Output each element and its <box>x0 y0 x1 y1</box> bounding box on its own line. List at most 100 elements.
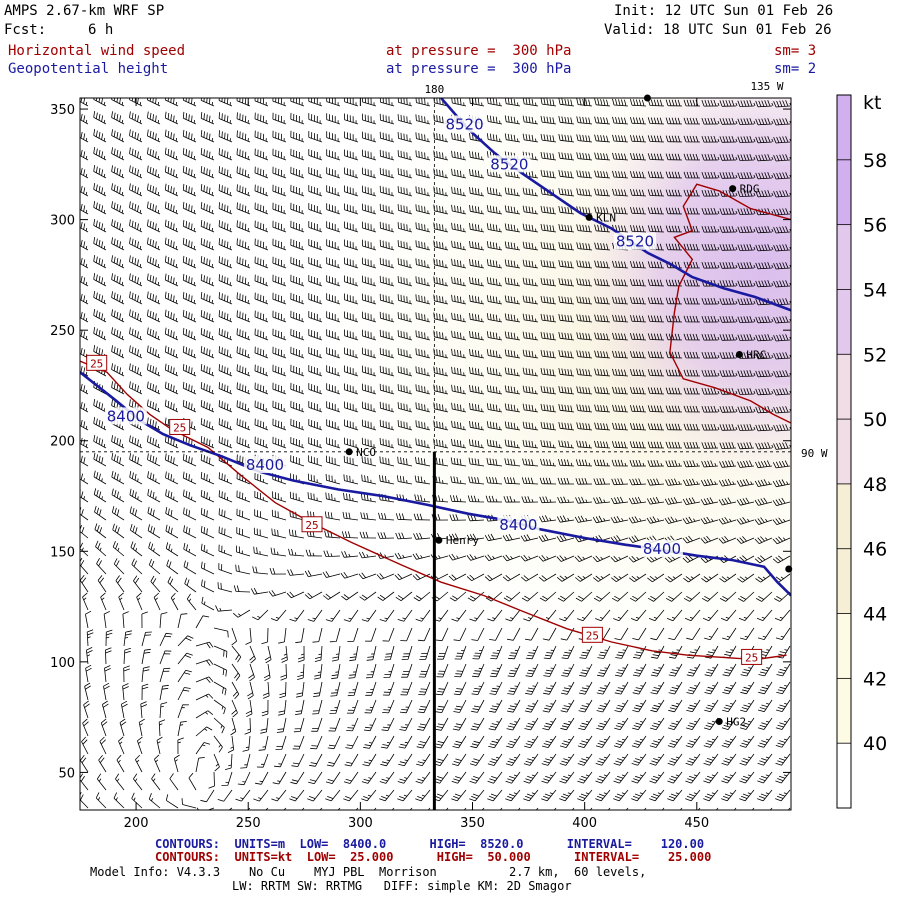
wind-barb <box>236 454 251 467</box>
wind-barb <box>331 645 341 662</box>
wind-barb <box>612 422 629 431</box>
wind-barb <box>522 403 539 413</box>
wind-barb <box>632 681 647 695</box>
wind-barb <box>772 479 791 488</box>
wind-barb <box>278 627 287 644</box>
wind-barb <box>701 315 720 323</box>
y-tick-label: 100 <box>50 656 75 671</box>
wind-barb <box>630 404 647 413</box>
wind-barb <box>665 189 683 197</box>
wind-barb <box>326 275 341 287</box>
wind-barb <box>138 718 145 737</box>
wind-barb <box>377 591 395 601</box>
wind-barb <box>290 436 305 449</box>
wind-barb <box>594 278 611 287</box>
wind-barb <box>610 515 629 524</box>
wind-barb <box>362 239 377 251</box>
wind-barb <box>773 118 791 126</box>
wind-barb <box>236 346 251 359</box>
wind-barb <box>131 792 143 809</box>
wind-barb <box>757 627 773 640</box>
wind-barb <box>345 735 359 749</box>
wind-barb <box>579 663 593 677</box>
wind-barb <box>236 238 251 251</box>
wind-barb <box>245 699 253 718</box>
wind-barb <box>182 129 197 143</box>
wind-barb <box>269 567 287 575</box>
wind-barb <box>272 364 287 377</box>
height-contour-label-bg <box>613 232 656 250</box>
wind-barb <box>236 508 251 521</box>
wind-barb <box>105 629 113 647</box>
wind-barb <box>613 609 629 622</box>
wind-barb <box>111 363 125 377</box>
wind-barb <box>737 424 756 431</box>
wind-barb <box>297 645 305 663</box>
wind-barb <box>177 635 194 647</box>
wind-barb <box>540 403 557 413</box>
wind-barb <box>413 513 431 521</box>
wind-barb <box>417 717 431 731</box>
wind-barb <box>449 514 467 521</box>
wind-barb <box>686 627 701 641</box>
wind-barb <box>755 316 774 324</box>
wind-barb <box>129 255 143 269</box>
wind-barb <box>613 753 629 766</box>
wind-barb <box>200 292 215 305</box>
wind-barb <box>594 314 611 323</box>
wind-barb <box>93 219 107 233</box>
wind-barb <box>182 165 197 179</box>
wind-barb <box>213 753 220 772</box>
wind-barb <box>379 239 395 251</box>
wind-barb <box>131 558 143 575</box>
wind-barb <box>665 225 683 233</box>
wind-barb <box>575 591 593 602</box>
wind-barb <box>415 168 431 179</box>
wind-barb <box>200 274 215 287</box>
wind-barb <box>522 241 539 251</box>
wind-barb <box>574 515 593 523</box>
wind-barb <box>558 404 575 413</box>
wind-barb <box>647 423 665 431</box>
wind-barb <box>755 280 774 288</box>
wind-barb <box>416 735 431 749</box>
wind-barb <box>129 309 143 323</box>
wind-barb <box>615 645 629 659</box>
wind-barb <box>504 458 521 467</box>
wind-barb <box>362 275 377 287</box>
wind-barb <box>326 221 341 233</box>
wind-barb <box>221 771 233 786</box>
wind-barb <box>773 244 791 252</box>
wind-barb <box>340 571 359 579</box>
wind-barb <box>366 645 377 661</box>
wind-barb <box>122 683 129 701</box>
wind-barb <box>667 753 683 766</box>
wind-barb <box>737 172 756 179</box>
wind-barb <box>576 116 593 125</box>
wind-barb <box>415 258 431 269</box>
wind-barb <box>773 352 791 360</box>
wind-barb <box>451 240 467 251</box>
wind-barb <box>111 201 125 215</box>
wind-barb <box>773 172 791 180</box>
wind-barb <box>383 663 395 678</box>
wind-barb <box>683 261 701 269</box>
wind-barb <box>344 203 359 215</box>
wind-barb <box>758 681 773 695</box>
wind-barb <box>650 681 665 695</box>
wind-barb <box>270 547 287 557</box>
wind-barb <box>453 681 467 696</box>
wind-barb <box>213 699 226 715</box>
wind-barb <box>576 224 593 233</box>
wind-barb <box>540 295 557 305</box>
wind-barb <box>772 460 791 469</box>
wind-barb <box>135 754 143 773</box>
wind-barb <box>739 771 755 784</box>
wind-barb <box>252 566 269 575</box>
wind-barb <box>363 717 377 732</box>
wind-barb <box>288 529 305 539</box>
wind-barb <box>775 735 791 748</box>
wind-barb <box>264 645 272 664</box>
wind-barb <box>524 699 539 713</box>
height-contour-label: 8400 <box>107 407 145 425</box>
